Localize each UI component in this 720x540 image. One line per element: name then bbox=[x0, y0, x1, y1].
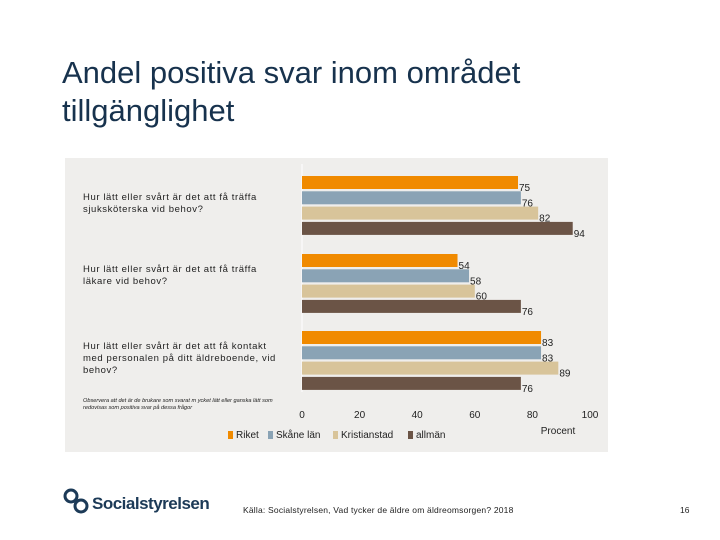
legend-item-kristianstad: Kristianstad bbox=[333, 430, 393, 441]
legend-label: allmän bbox=[416, 430, 446, 441]
page-number: 16 bbox=[680, 505, 690, 515]
bar-1-3 bbox=[302, 206, 539, 220]
bar-1-4 bbox=[302, 221, 573, 235]
legend-item-riket: Riket bbox=[228, 430, 259, 441]
data-label-1-4: 94 bbox=[574, 229, 586, 240]
bar-2-1 bbox=[302, 254, 458, 267]
legend-swatch bbox=[268, 431, 273, 439]
x-tick-label-0: 0 bbox=[299, 410, 305, 421]
legend-swatch bbox=[228, 431, 233, 439]
legend-swatch bbox=[333, 431, 338, 439]
data-label-3-1: 83 bbox=[542, 338, 554, 349]
legend-label: Kristianstad bbox=[341, 430, 394, 441]
chart-note: Observera att det är de brukare som svar… bbox=[83, 398, 273, 411]
bar-1-1 bbox=[302, 176, 518, 189]
slide-title: Andel positiva svar inom området tillgän… bbox=[62, 55, 521, 128]
logo-text: Socialstyrelsen bbox=[92, 494, 210, 513]
bar-1-2 bbox=[302, 191, 521, 205]
data-label-2-1: 54 bbox=[459, 261, 471, 272]
category-label-1: Hur lätt eller svårt är det att få träff… bbox=[83, 192, 257, 215]
x-tick-label-20: 20 bbox=[354, 410, 366, 421]
data-label-1-2: 76 bbox=[522, 198, 534, 209]
data-label-2-4: 76 bbox=[522, 307, 534, 318]
legend-item-skane: Skåne län bbox=[268, 430, 320, 441]
legend-label: Riket bbox=[236, 430, 259, 441]
x-axis-label: Procent bbox=[541, 426, 576, 437]
legend-label: Skåne län bbox=[276, 430, 321, 441]
data-label-1-1: 75 bbox=[519, 183, 531, 194]
legend-swatch bbox=[408, 431, 413, 439]
data-label-1-3: 82 bbox=[539, 214, 551, 225]
bar-2-4 bbox=[302, 299, 521, 313]
bar-3-4 bbox=[302, 376, 521, 390]
x-tick-label-40: 40 bbox=[412, 410, 424, 421]
bar-3-3 bbox=[302, 361, 559, 375]
bar-2-2 bbox=[302, 269, 470, 283]
data-label-2-3: 60 bbox=[476, 292, 488, 303]
x-tick-label-100: 100 bbox=[582, 410, 599, 421]
legend-item-allman: allmän bbox=[408, 430, 445, 441]
category-label-2: Hur lätt eller svårt är det att få träff… bbox=[83, 264, 257, 287]
x-tick-label-60: 60 bbox=[469, 410, 481, 421]
x-tick-label-80: 80 bbox=[527, 410, 539, 421]
source-text: Källa: Socialstyrelsen, Vad tycker de äl… bbox=[243, 505, 514, 515]
data-label-3-2: 83 bbox=[542, 353, 554, 364]
bar-2-3 bbox=[302, 284, 475, 298]
socialstyrelsen-logo-icon bbox=[63, 488, 89, 514]
category-label-3: Hur lätt eller svårt är det att få konta… bbox=[83, 341, 276, 376]
bar-3-2 bbox=[302, 346, 542, 360]
data-label-2-2: 58 bbox=[470, 276, 482, 287]
data-label-3-4: 76 bbox=[522, 384, 534, 395]
bar-3-1 bbox=[302, 331, 542, 344]
data-label-3-3: 89 bbox=[559, 369, 571, 380]
